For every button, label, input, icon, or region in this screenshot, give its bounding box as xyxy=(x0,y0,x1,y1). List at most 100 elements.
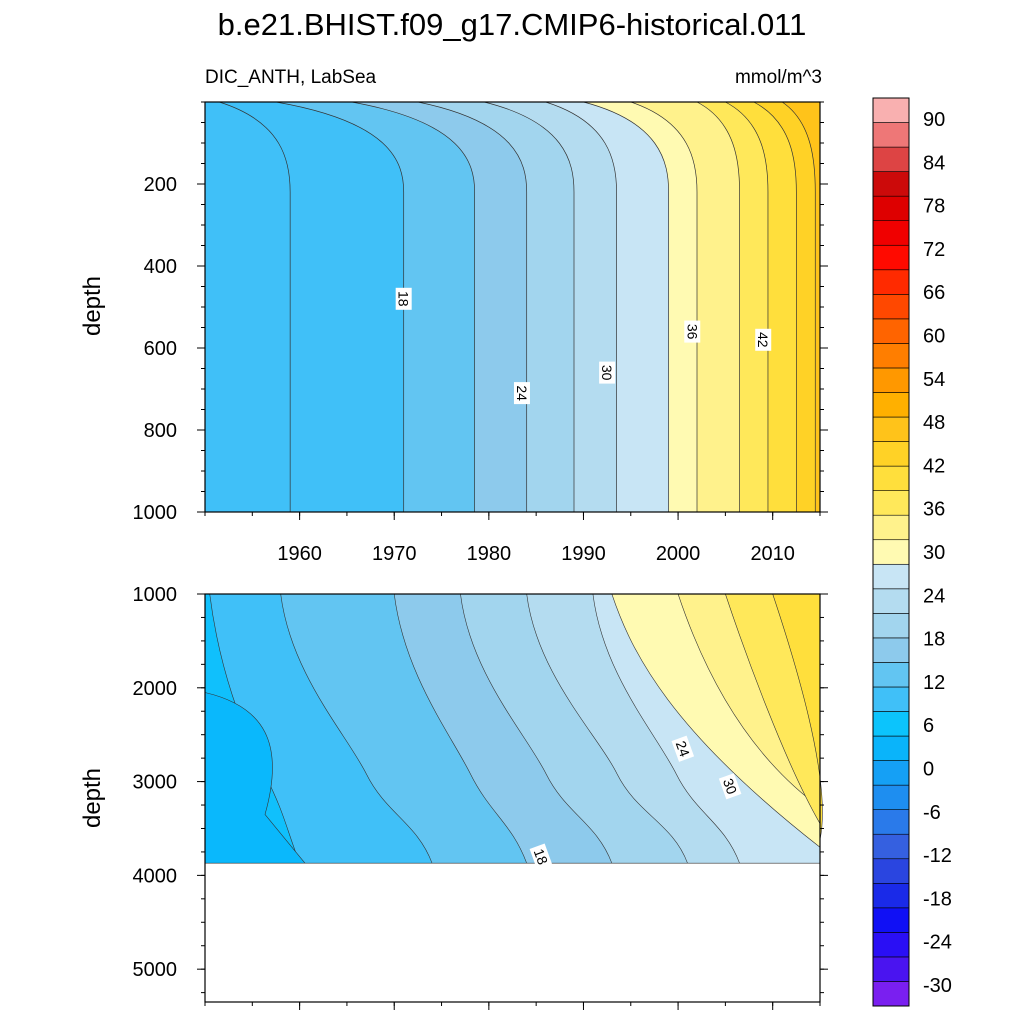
lower-panel: 24 30 18 1000 2000 3000 4000 5000 depth xyxy=(79,584,828,1010)
contour-label: 24 xyxy=(513,382,530,405)
colorbar-swatch xyxy=(872,318,910,344)
colorbar-swatch xyxy=(872,441,910,467)
colorbar-swatch xyxy=(872,490,910,516)
chart-title: b.e21.BHIST.f09_g17.CMIP6-historical.011 xyxy=(218,7,807,42)
contour-label: 18 xyxy=(529,843,553,870)
upper-contour-line xyxy=(630,101,698,512)
colorbar-swatch xyxy=(872,392,910,418)
colorbar-swatch xyxy=(872,97,910,123)
x-tick-label: 2000 xyxy=(656,543,701,565)
colorbar-swatch xyxy=(872,367,910,393)
upper-contour-line xyxy=(545,101,617,512)
colorbar-label: 24 xyxy=(923,585,945,607)
colorbar-swatch xyxy=(872,662,910,688)
colorbar-label: 42 xyxy=(923,455,945,477)
svg-text:18: 18 xyxy=(531,847,551,867)
lower-ylabel: depth xyxy=(79,768,106,828)
upper-contour-line xyxy=(696,101,740,512)
y-tick-label: 800 xyxy=(144,420,177,442)
x-tick-label: 2010 xyxy=(750,543,795,565)
upper-panel: 18 24 30 36 42 200 400 600 800 1000 1960 1970 1980 19… xyxy=(79,101,828,565)
colorbar-swatch xyxy=(872,613,910,639)
upper-contour-line xyxy=(219,101,291,512)
colorbar-label: 12 xyxy=(923,672,945,694)
colorbar-swatch xyxy=(872,171,910,197)
colorbar-swatch xyxy=(872,514,910,541)
colorbar-swatch xyxy=(872,269,910,295)
colorbar-label: -24 xyxy=(923,932,952,954)
contour-label: 42 xyxy=(755,328,772,351)
upper-band-12 xyxy=(782,102,820,512)
lower-band-9 xyxy=(772,593,823,840)
colorbar-swatch xyxy=(872,195,910,222)
colorbar-swatch xyxy=(872,416,910,442)
colorbar-swatch xyxy=(872,858,910,884)
colorbar-swatch xyxy=(872,711,910,737)
contour-label: 24 xyxy=(671,735,695,762)
colorbar-swatch xyxy=(872,981,910,1007)
contour-label: 18 xyxy=(395,287,412,310)
colorbar-label: -30 xyxy=(923,975,952,997)
colorbar-swatch xyxy=(872,907,910,933)
colorbar-swatch xyxy=(872,539,910,565)
colorbar-swatch xyxy=(872,563,910,590)
variable-label: DIC_ANTH, LabSea xyxy=(205,67,377,88)
colorbar-label: 36 xyxy=(923,499,945,521)
colorbar-swatch xyxy=(872,932,910,958)
lower-deep-patch xyxy=(204,692,306,864)
upper-contour-line xyxy=(417,101,528,512)
colorbar-swatch xyxy=(872,784,910,810)
colorbar-swatch xyxy=(872,956,910,982)
x-tick-label: 1990 xyxy=(561,543,606,565)
colorbar-label: 6 xyxy=(923,715,934,737)
x-tick-label: 1960 xyxy=(277,543,322,565)
units-label: mmol/m^3 xyxy=(735,67,822,88)
colorbar-swatch xyxy=(872,588,910,614)
svg-text:30: 30 xyxy=(720,776,740,796)
upper-contour-line xyxy=(275,101,405,512)
colorbar-swatch xyxy=(872,465,910,491)
lower-frame xyxy=(204,593,821,1003)
upper-contour-line xyxy=(753,101,797,512)
y-tick-label: 200 xyxy=(144,174,177,196)
y-tick-label: 2000 xyxy=(133,678,178,700)
y-tick-label: 600 xyxy=(144,338,177,360)
colorbar-swatch xyxy=(872,244,910,271)
colorbar-label: -6 xyxy=(923,802,941,824)
colorbar-swatch xyxy=(872,809,910,835)
colorbar-label: 30 xyxy=(923,542,945,564)
colorbar-label: 66 xyxy=(923,282,945,304)
contour-label: 30 xyxy=(718,773,742,800)
y-tick-label: 1000 xyxy=(133,502,178,524)
colorbar-label: 48 xyxy=(923,412,945,434)
upper-contour-line xyxy=(781,101,816,512)
colorbar-swatch xyxy=(872,637,910,663)
colorbar-swatch xyxy=(872,833,910,860)
y-tick-label: 3000 xyxy=(133,772,178,794)
colorbar-swatch xyxy=(872,343,910,369)
contour-label: 36 xyxy=(684,320,701,343)
colorbar-swatch xyxy=(872,760,910,786)
svg-text:42: 42 xyxy=(755,332,771,348)
svg-text:24: 24 xyxy=(514,385,530,401)
y-tick-label: 1000 xyxy=(133,584,178,606)
y-tick-label: 400 xyxy=(144,256,177,278)
colorbar-label: 54 xyxy=(923,369,945,391)
colorbar-label: 60 xyxy=(923,326,945,348)
colorbar-swatch xyxy=(872,146,910,172)
colorbar-label: -12 xyxy=(923,845,952,867)
colorbar-label: 18 xyxy=(923,629,945,651)
svg-text:36: 36 xyxy=(684,324,700,340)
x-tick-label: 1980 xyxy=(467,543,512,565)
upper-ylabel: depth xyxy=(79,276,106,336)
colorbar-label: 90 xyxy=(923,109,945,131)
colorbar-swatch xyxy=(872,735,910,761)
upper-contour-line xyxy=(484,101,575,512)
colorbar-label: -18 xyxy=(923,888,952,910)
contour-label: 30 xyxy=(599,361,616,384)
upper-contour-line xyxy=(351,101,476,512)
colorbar-label: 84 xyxy=(923,152,945,174)
colorbar-swatch xyxy=(872,294,910,320)
colorbar-label: 0 xyxy=(923,759,934,781)
